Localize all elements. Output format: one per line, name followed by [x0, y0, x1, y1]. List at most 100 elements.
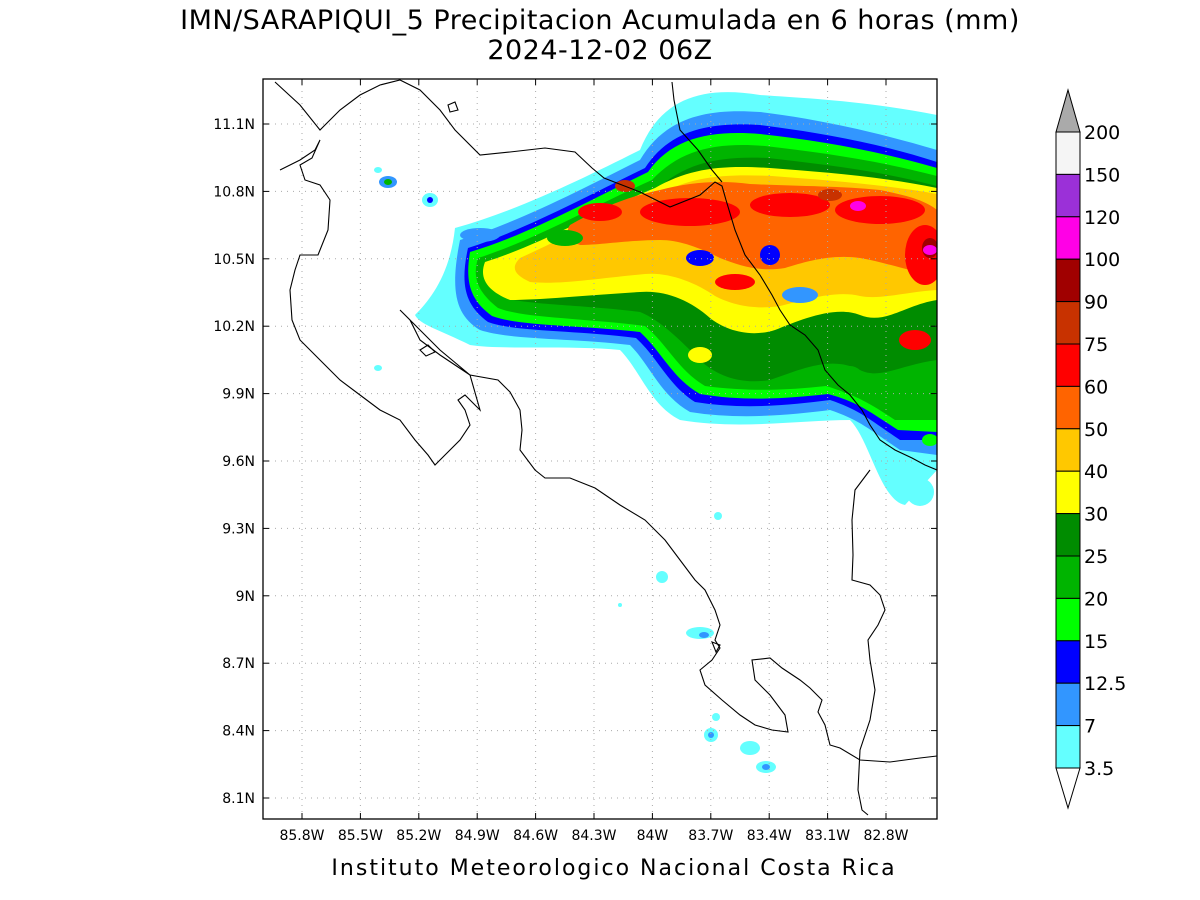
precip-cell — [656, 571, 668, 583]
precip-cell — [762, 764, 770, 770]
precip-core-60 — [750, 193, 830, 217]
lon-label: 85.2W — [396, 828, 441, 844]
lat-label: 10.5N — [213, 252, 255, 268]
lat-label: 11.1N — [213, 117, 255, 133]
colorbar-label: 25 — [1084, 546, 1108, 568]
precip-cell — [714, 512, 722, 520]
colorbar-label: 15 — [1084, 631, 1108, 653]
lat-label: 8.1N — [222, 791, 255, 807]
colorbar-label: 20 — [1084, 588, 1108, 610]
colorbar-swatch — [1055, 173, 1081, 218]
colorbar-swatch — [1055, 216, 1081, 260]
colorbar-swatch — [1055, 725, 1081, 769]
precip-hole — [752, 319, 768, 331]
colorbar-swatch — [1055, 428, 1081, 472]
precip-cell — [712, 713, 720, 721]
island — [711, 641, 721, 654]
precip-cell — [686, 627, 714, 639]
lat-lon-grid — [263, 79, 937, 819]
colorbar-label: 50 — [1084, 419, 1108, 441]
precip-cell — [922, 434, 937, 446]
colorbar-label: 150 — [1084, 164, 1120, 186]
colorbar-label: 7 — [1084, 716, 1096, 738]
lon-label: 85.8W — [279, 828, 324, 844]
precip-hole — [460, 228, 500, 242]
map-date: 2024-12-02 06Z — [487, 35, 713, 66]
island — [447, 101, 459, 113]
precip-hole — [782, 287, 818, 303]
lat-label: 10.2N — [213, 319, 255, 335]
lat-label: 9.3N — [222, 521, 255, 537]
precip-core-100 — [923, 245, 937, 255]
precip-core-75 — [818, 189, 842, 201]
colorbar-swatch — [1055, 258, 1081, 303]
precip-cell — [708, 732, 714, 738]
colorbar-label: 120 — [1084, 207, 1120, 229]
colorbar-label: 200 — [1084, 122, 1120, 144]
colorbar-swatch — [1055, 597, 1081, 642]
precip-cell — [618, 603, 622, 607]
precip-core-60 — [835, 196, 925, 224]
colorbar-swatch — [1055, 470, 1081, 515]
colorbar: 150 120 100 90 75 60 50 40 30 25 20 15 12.5 7 3.5 200 — [1055, 88, 1126, 810]
colorbar-swatch — [1055, 555, 1081, 599]
precip-hole — [836, 366, 864, 394]
lon-label: 84.3W — [571, 828, 616, 844]
lon-label: 85.5W — [338, 828, 383, 844]
precip-cell — [699, 632, 709, 638]
colorbar-label: 100 — [1084, 249, 1120, 271]
colorbar-bottom-cap — [1055, 767, 1081, 810]
map-frame — [262, 78, 938, 820]
lat-label: 9N — [236, 589, 255, 605]
lat-label: 8.4N — [222, 724, 255, 740]
precip-core-60 — [578, 203, 622, 221]
colorbar-label: 40 — [1084, 461, 1108, 483]
lat-label: 10.8N — [213, 184, 255, 200]
colorbar-swatch — [1055, 640, 1081, 684]
colorbar-label: 12.5 — [1084, 673, 1126, 695]
colorbar-top-cap — [1055, 88, 1081, 133]
colorbar-label: 75 — [1084, 334, 1108, 356]
precip-cell — [384, 179, 392, 185]
precip-core-100 — [850, 201, 866, 211]
precip-cell — [374, 365, 382, 371]
colorbar-label: 30 — [1084, 504, 1108, 526]
precip-hole — [688, 347, 712, 363]
caribbean-coast — [725, 199, 937, 471]
precip-core-60 — [715, 274, 755, 290]
precip-cell — [740, 741, 760, 755]
lon-label: 84W — [637, 828, 669, 844]
lon-label: 84.9W — [455, 828, 500, 844]
precip-core-60 — [640, 198, 740, 226]
precipitation-field — [374, 92, 937, 773]
colorbar-label: 90 — [1084, 292, 1108, 314]
border-north — [671, 81, 723, 183]
colorbar-swatch — [1055, 343, 1081, 387]
lon-label: 82.8W — [863, 828, 908, 844]
lon-label: 83.1W — [805, 828, 850, 844]
lat-label: 9.6N — [222, 454, 255, 470]
panama-border — [851, 469, 886, 816]
lat-label: 9.9N — [222, 387, 255, 403]
colorbar-label: 3.5 — [1084, 758, 1114, 780]
nicaragua-coast — [274, 79, 727, 208]
lon-label: 83.7W — [688, 828, 733, 844]
colorbar-swatch — [1055, 682, 1081, 727]
colorbar-swatch — [1055, 513, 1081, 557]
pacific-coast — [279, 139, 937, 763]
colorbar-swatch — [1055, 131, 1081, 175]
precip-hole — [760, 245, 780, 265]
lon-label: 84.6W — [513, 828, 558, 844]
precip-hole — [686, 250, 714, 266]
coastlines — [274, 79, 937, 816]
longitude-labels: 85.8W 85.5W 85.2W 84.9W 84.6W 84.3W 84W 83.7W 83… — [279, 828, 908, 844]
credit-text: Instituto Meteorologico Nacional Costa R… — [331, 856, 897, 881]
axis-ticks — [263, 79, 937, 819]
map-title: IMN/SARAPIQUI_5 Precipitacion Acumulada … — [180, 5, 1020, 36]
colorbar-swatch — [1055, 301, 1081, 345]
latitude-labels: 11.1N 10.8N 10.5N 10.2N 9.9N 9.6N 9.3N 9N 8.7N 8.… — [213, 117, 255, 807]
lat-label: 8.7N — [222, 656, 255, 672]
precip-hole — [547, 230, 583, 246]
precip-core-60 — [899, 330, 931, 350]
